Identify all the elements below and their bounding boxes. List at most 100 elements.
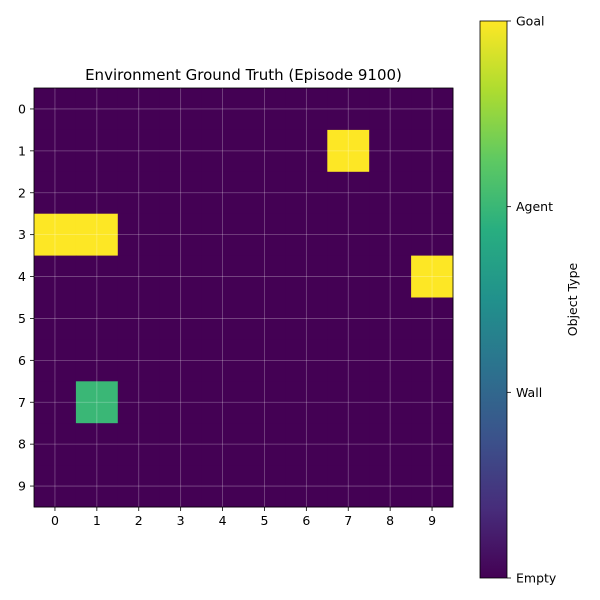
x-tick-label: 1 [93,513,101,528]
heatmap-cell [201,255,244,298]
heatmap-cell [285,88,328,131]
heatmap-cell [327,297,370,340]
heatmap-cell [159,381,202,424]
heatmap-cell [75,88,119,131]
heatmap-cell [201,213,244,256]
heatmap-cell [201,171,244,215]
heatmap-cell [117,213,161,256]
heatmap-cell [34,171,77,215]
heatmap-cell [369,88,412,131]
heatmap-cell [411,423,454,466]
heatmap-cell [243,129,286,173]
heatmap-cell [327,255,370,298]
heatmap-cell [369,129,412,173]
heatmap-cell [159,129,202,173]
heatmap-cell [34,381,77,424]
heatmap-cell [285,423,328,466]
heatmap-cell [243,255,286,298]
heatmap-cell [201,381,244,424]
heatmap-cell [327,88,370,131]
heatmap-cell [369,255,412,298]
heatmap-cell [75,465,119,508]
heatmap-cell [327,339,370,382]
heatmap-cell [159,297,202,340]
colorbar-gradient [480,21,507,578]
heatmap-cell [243,423,286,466]
heatmap-cell [75,129,119,173]
heatmap-cell [369,213,412,256]
heatmap-cell [411,213,454,256]
heatmap-cell [75,171,119,215]
y-tick-label: 1 [18,143,26,158]
y-tick-label: 5 [18,311,26,326]
heatmap-cell [369,297,412,340]
y-tick-label: 3 [18,227,26,242]
heatmap-cell [117,297,161,340]
heatmap-cell [34,297,77,340]
heatmap-cell [201,297,244,340]
heatmap-cell [369,171,412,215]
heatmap-grid [34,88,453,507]
heatmap-cell [117,88,161,131]
heatmap-cell [327,381,370,424]
heatmap-cell [285,465,328,508]
heatmap-cell [34,465,77,508]
heatmap-cell [411,465,454,508]
heatmap-cell [285,129,328,173]
heatmap-cell [411,297,454,340]
heatmap-cell [159,255,202,298]
y-tick-label: 9 [18,479,26,494]
heatmap-cell [243,381,286,424]
x-tick-label: 4 [219,513,227,528]
heatmap-cell [75,297,119,340]
heatmap-cell [201,129,244,173]
heatmap-cell [75,255,119,298]
heatmap-cell [117,339,161,382]
heatmap-cell [327,213,370,256]
heatmap-cell [285,171,328,215]
x-tick-label: 5 [260,513,268,528]
x-tick-label: 8 [386,513,394,528]
colorbar-tick-label: Agent [516,199,553,214]
heatmap-cell [243,339,286,382]
heatmap-cell [159,88,202,131]
heatmap-cell [159,213,202,256]
heatmap-cells [34,88,454,508]
heatmap-cell [327,465,370,508]
heatmap-cell [369,339,412,382]
heatmap-cell [34,213,77,256]
y-tick-label: 4 [18,269,26,284]
heatmap-cell [201,465,244,508]
chart-title: Environment Ground Truth (Episode 9100) [85,66,402,84]
heatmap-cell [285,213,328,256]
colorbar-frame [479,20,508,579]
plot-frame [33,87,454,508]
heatmap-cell [34,423,77,466]
heatmap-cell [243,88,286,131]
heatmap-cell [369,465,412,508]
colorbar: Empty Wall Agent Goal Object Type [479,14,580,586]
heatmap-cell [411,339,454,382]
heatmap-cell [117,129,161,173]
heatmap-cell [411,88,454,131]
heatmap-cell [369,423,412,466]
heatmap-axes: 0 1 2 3 4 5 6 7 8 9 0 1 2 3 4 5 6 7 8 9 [18,87,454,528]
heatmap-cell [159,465,202,508]
x-tick-label: 3 [177,513,185,528]
heatmap-cell [75,381,119,424]
heatmap-cell [411,171,454,215]
heatmap-cell [117,465,161,508]
heatmap-cell [117,381,161,424]
heatmap-cell [327,171,370,215]
colorbar-label: Object Type [565,262,580,336]
heatmap-cell [117,423,161,466]
heatmap-cell [75,213,119,256]
y-tick-label: 2 [18,185,26,200]
heatmap-cell [243,297,286,340]
heatmap-cell [243,213,286,256]
heatmap-cell [159,171,202,215]
heatmap-cell [201,423,244,466]
heatmap-cell [34,129,77,173]
colorbar-tick-label: Empty [516,571,557,586]
